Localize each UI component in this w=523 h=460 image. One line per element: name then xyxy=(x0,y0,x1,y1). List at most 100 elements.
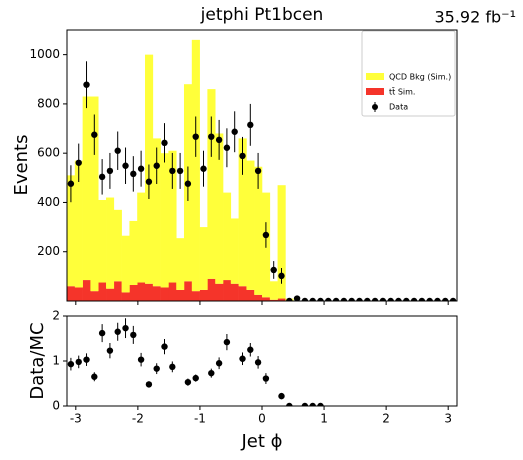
data-point xyxy=(262,375,270,382)
hist-bar xyxy=(269,281,278,300)
y-tick-label: 0 xyxy=(52,399,60,413)
data-point xyxy=(239,152,246,160)
data-point xyxy=(106,347,114,354)
chart-title: jetphi Pt1bcen xyxy=(200,5,324,25)
data-point xyxy=(379,297,387,301)
hist-bar xyxy=(262,297,271,301)
data-point xyxy=(449,297,457,301)
y-tick-label: 600 xyxy=(37,146,60,160)
data-point xyxy=(184,378,192,386)
data-point xyxy=(184,180,192,187)
data-point xyxy=(348,297,355,301)
hist-bar xyxy=(254,166,263,295)
data-point xyxy=(247,346,254,353)
data-point xyxy=(114,147,121,154)
data-point xyxy=(176,167,184,175)
hist-bar xyxy=(67,175,76,287)
y-tick-label: 800 xyxy=(37,96,60,110)
hist-bar xyxy=(207,278,216,301)
hist-bar xyxy=(106,288,115,301)
hist-bar xyxy=(82,280,91,301)
hist-bar xyxy=(183,281,193,301)
legend-label: Data xyxy=(389,103,408,112)
hist-bar xyxy=(90,291,99,301)
data-point xyxy=(426,297,433,301)
axes: 200 400 600 800 1000 -3 -2 -1 0 1 2 3 0 1 2 xyxy=(29,47,452,425)
hist-bar xyxy=(113,209,122,282)
data-point xyxy=(332,297,340,301)
data-point xyxy=(145,381,153,388)
data-point xyxy=(317,297,324,301)
hist-bar xyxy=(152,286,161,301)
hist-bar xyxy=(191,39,200,292)
data-point xyxy=(301,402,309,406)
data-point xyxy=(247,121,254,129)
ratio-y-axis-label: Data/MC xyxy=(27,322,48,399)
data-point xyxy=(169,167,176,175)
data-point xyxy=(137,165,145,172)
hist-bar xyxy=(74,287,83,301)
hist-bar xyxy=(207,89,216,279)
data-point xyxy=(309,402,316,406)
data-point xyxy=(98,173,106,181)
data-point xyxy=(395,297,402,301)
ratio-frame xyxy=(66,315,458,407)
data-point xyxy=(208,369,215,377)
legend-box xyxy=(361,30,456,117)
hist-bar xyxy=(168,150,177,283)
hist-bar xyxy=(215,283,224,301)
y-tick-label: 400 xyxy=(37,195,60,209)
legend-label: QCD Bkg (Sim.) xyxy=(389,73,451,82)
hist-bar xyxy=(168,282,177,301)
y-tick-label: 200 xyxy=(37,244,60,258)
x-tick-label: -2 xyxy=(132,412,144,426)
data-point xyxy=(223,144,231,151)
data-point xyxy=(442,297,449,301)
hist-bar xyxy=(277,185,286,299)
hist-bar xyxy=(230,283,239,301)
data-point xyxy=(371,297,379,301)
hist-bar xyxy=(176,238,185,290)
hist-bar xyxy=(269,299,278,301)
hist-bar xyxy=(74,160,83,288)
data-point xyxy=(215,136,223,144)
data-point xyxy=(356,297,363,301)
data-point xyxy=(254,167,262,175)
data-point xyxy=(278,272,285,280)
hist-bar xyxy=(215,133,224,284)
hist-bar xyxy=(277,298,286,301)
data-point xyxy=(301,297,309,301)
hist-bar xyxy=(176,289,185,301)
data-point xyxy=(98,329,106,337)
data-point xyxy=(340,297,348,301)
legend: QCD Bkg (Sim.) tt̄ Sim. Data xyxy=(361,30,456,117)
legend-marker xyxy=(372,104,378,110)
data-point xyxy=(130,331,137,339)
data-point xyxy=(145,178,153,185)
y-tick-label: 1 xyxy=(52,354,60,368)
hist-bar xyxy=(137,282,146,301)
hist-bar xyxy=(113,281,122,301)
data-point xyxy=(67,180,75,187)
x-tick-label: 0 xyxy=(258,412,266,426)
hist-bar xyxy=(90,96,99,292)
data-point xyxy=(83,356,90,363)
data-point xyxy=(387,297,394,301)
hist-bar xyxy=(238,286,247,301)
hist-bar xyxy=(129,220,138,285)
hist-bar xyxy=(246,160,255,290)
data-point xyxy=(192,133,199,140)
hist-bar xyxy=(254,294,263,301)
hist-bar xyxy=(121,235,130,293)
hist-bar xyxy=(238,138,247,287)
hist-bar xyxy=(82,96,91,281)
data-point xyxy=(434,297,441,301)
legend-swatch xyxy=(366,73,384,80)
main-plot xyxy=(67,39,457,301)
data-point xyxy=(75,159,82,166)
lumi: 35.92 fb⁻¹ xyxy=(434,8,516,27)
data-point xyxy=(200,165,207,172)
y-tick-label: 1000 xyxy=(29,47,60,61)
data-point xyxy=(254,359,262,366)
